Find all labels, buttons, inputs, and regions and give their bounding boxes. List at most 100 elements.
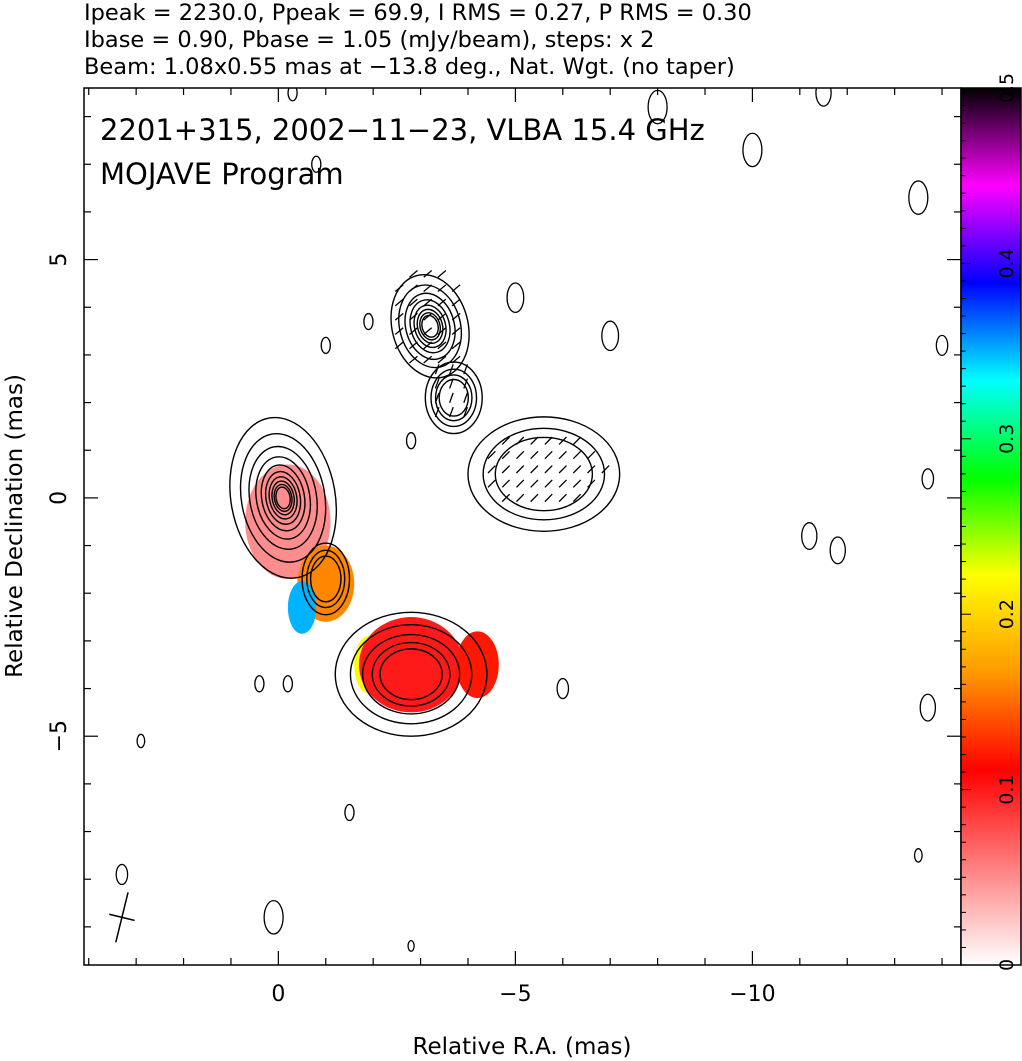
evpa-tick (587, 450, 596, 460)
evpa-tick (515, 465, 525, 474)
evpa-tick (587, 465, 596, 474)
evpa-tick (544, 450, 553, 460)
north-component-contour-7 (419, 312, 442, 341)
colorbar-tick-label: 0.5 (996, 73, 1018, 103)
evpa-tick (544, 465, 553, 474)
header-line-3: Beam: 1.08x0.55 mas at −13.8 deg., Nat. … (84, 54, 735, 80)
evpa-tick (437, 284, 447, 293)
evpa-tick (572, 465, 582, 474)
evpa-tick (451, 355, 461, 364)
evpa-tick (463, 378, 469, 389)
colorbar-tick-label: 0.1 (996, 774, 1018, 804)
evpa-tick (437, 298, 447, 307)
evpa-tick (463, 364, 469, 375)
evpa-tick (423, 284, 433, 293)
evpa-tick (501, 436, 511, 445)
evpa-tick (515, 450, 525, 460)
evpa-tick (394, 284, 404, 293)
x-tick-label: 0 (271, 982, 285, 1007)
evpa-tick (530, 479, 539, 488)
noise-contour (115, 863, 129, 886)
evpa-tick (558, 479, 567, 488)
x-tick-label: −5 (499, 982, 531, 1007)
north-knot-contour-4 (438, 378, 470, 417)
evpa-tick (463, 406, 469, 418)
core-contour-6 (264, 470, 302, 525)
evpa-tick (409, 298, 418, 307)
colorbar-axis: 0 0.1 0.2 0.3 0.4 0.5 (961, 73, 1018, 971)
noise-contour (908, 180, 929, 215)
north-extension-contour-1 (467, 416, 621, 532)
north-component-contour-1 (390, 274, 470, 379)
evpa-tick (487, 479, 496, 488)
noise-contour (282, 675, 294, 693)
evpa-tick (448, 406, 454, 418)
evpa-tick (530, 450, 539, 460)
x-tick-label: −10 (729, 982, 775, 1007)
evpa-tick (530, 465, 539, 474)
core-contour-10 (275, 486, 291, 510)
north-knot-contour-3 (434, 374, 473, 422)
evpa-tick (394, 341, 404, 350)
evpa-tick (501, 479, 511, 488)
evpa-tick (558, 450, 567, 460)
evpa-tick (558, 493, 567, 503)
noise-contour (556, 677, 570, 700)
colorbar-tick-label: 0.3 (996, 424, 1018, 454)
colorbar-tick-label: 0.4 (996, 248, 1018, 278)
evpa-tick (409, 312, 418, 321)
evpa-tick (423, 270, 433, 278)
evpa-tick (409, 270, 418, 278)
colorbar (960, 87, 1022, 966)
evpa-tick (558, 465, 567, 474)
jet-knot-2-contour-3 (361, 633, 461, 715)
evpa-tick (501, 465, 511, 474)
noise-contour (311, 155, 322, 173)
noise-contour (935, 334, 949, 357)
plot-frame (83, 87, 962, 966)
evpa-tick (572, 450, 582, 460)
evpa-tick (423, 341, 433, 350)
noise-contour (136, 733, 146, 749)
noise-contour (320, 336, 331, 355)
evpa-tick (437, 312, 447, 321)
jet-knot-2-contour-1 (334, 611, 488, 737)
core-contour-1 (229, 416, 338, 579)
jet-knot-1-contour-1 (301, 542, 351, 616)
core-contour-4 (255, 456, 312, 540)
jet-knot-1-contour-2 (306, 549, 346, 609)
evpa-tick (448, 378, 454, 389)
evpa-tick (515, 436, 525, 445)
north-component-contour-6 (416, 308, 444, 344)
evpa-tick (572, 479, 582, 488)
noise-contour (405, 432, 417, 450)
evpa-tick (451, 284, 461, 293)
core-contour-3 (248, 445, 318, 550)
evpa-tick (423, 355, 433, 364)
noise-contour (815, 88, 832, 107)
noise-contour (254, 675, 265, 693)
y-tick-label: 5 (47, 253, 72, 267)
noise-contour (263, 900, 284, 935)
evpa-tick (434, 392, 440, 403)
noise-contour (363, 312, 374, 331)
evpa-tick (437, 327, 447, 335)
evpa-tick (423, 327, 433, 335)
noise-contour (407, 939, 415, 952)
evpa-tick (515, 479, 525, 488)
axes: 0 −5 −10 5 0 −5 (47, 88, 961, 1007)
noise-contour (801, 522, 818, 551)
north-component-contour-8 (421, 314, 439, 338)
noise-contour (287, 88, 298, 102)
evpa-tick (544, 493, 553, 503)
noise-contour (829, 536, 846, 565)
north-component-contour-2 (398, 284, 463, 369)
evpa-tick (572, 493, 582, 503)
evpa-tick (394, 312, 404, 321)
chart-subtitle: MOJAVE Program (100, 157, 344, 191)
beam-minor-axis (109, 913, 135, 922)
evpa-tick (451, 327, 461, 335)
colorbar-tick-label: 0 (996, 959, 1018, 971)
evpa-tick (448, 392, 454, 403)
